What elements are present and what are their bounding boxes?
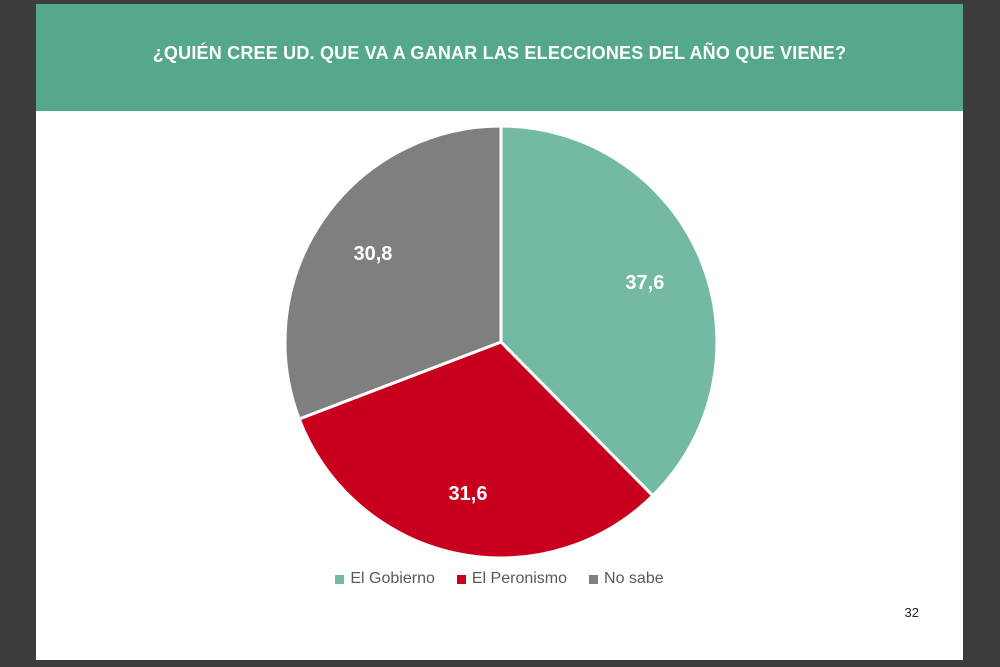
legend-swatch bbox=[589, 574, 599, 584]
legend-item: No sabe bbox=[589, 570, 664, 588]
chart-legend: El Gobierno El Peronismo No sabe bbox=[36, 570, 963, 588]
pie-slice-1 bbox=[499, 124, 719, 498]
legend-swatch bbox=[335, 574, 345, 584]
pie-chart: 37,6 31,6 30,8 bbox=[283, 124, 719, 560]
slice-value-label: 30,8 bbox=[353, 243, 392, 265]
legend-item: El Peronismo bbox=[456, 570, 568, 588]
slice-value-label: 37,6 bbox=[625, 272, 664, 294]
legend-label: El Gobierno bbox=[350, 570, 435, 587]
slide: ¿QUIÉN CREE UD. QUE VA A GANAR LAS ELECC… bbox=[36, 4, 963, 660]
legend-label: El Peronismo bbox=[471, 570, 568, 587]
slide-header: ¿QUIÉN CREE UD. QUE VA A GANAR LAS ELECC… bbox=[36, 4, 963, 111]
pie-slice-3 bbox=[283, 124, 503, 421]
slice-value-label: 31,6 bbox=[449, 483, 488, 505]
page-number: 32 bbox=[904, 605, 919, 620]
pie-slice-2 bbox=[297, 340, 655, 560]
legend-item: El Gobierno bbox=[335, 570, 435, 588]
slide-title: ¿QUIÉN CREE UD. QUE VA A GANAR LAS ELECC… bbox=[152, 43, 847, 63]
legend-label: No sabe bbox=[604, 570, 664, 587]
legend-swatch bbox=[456, 574, 466, 584]
